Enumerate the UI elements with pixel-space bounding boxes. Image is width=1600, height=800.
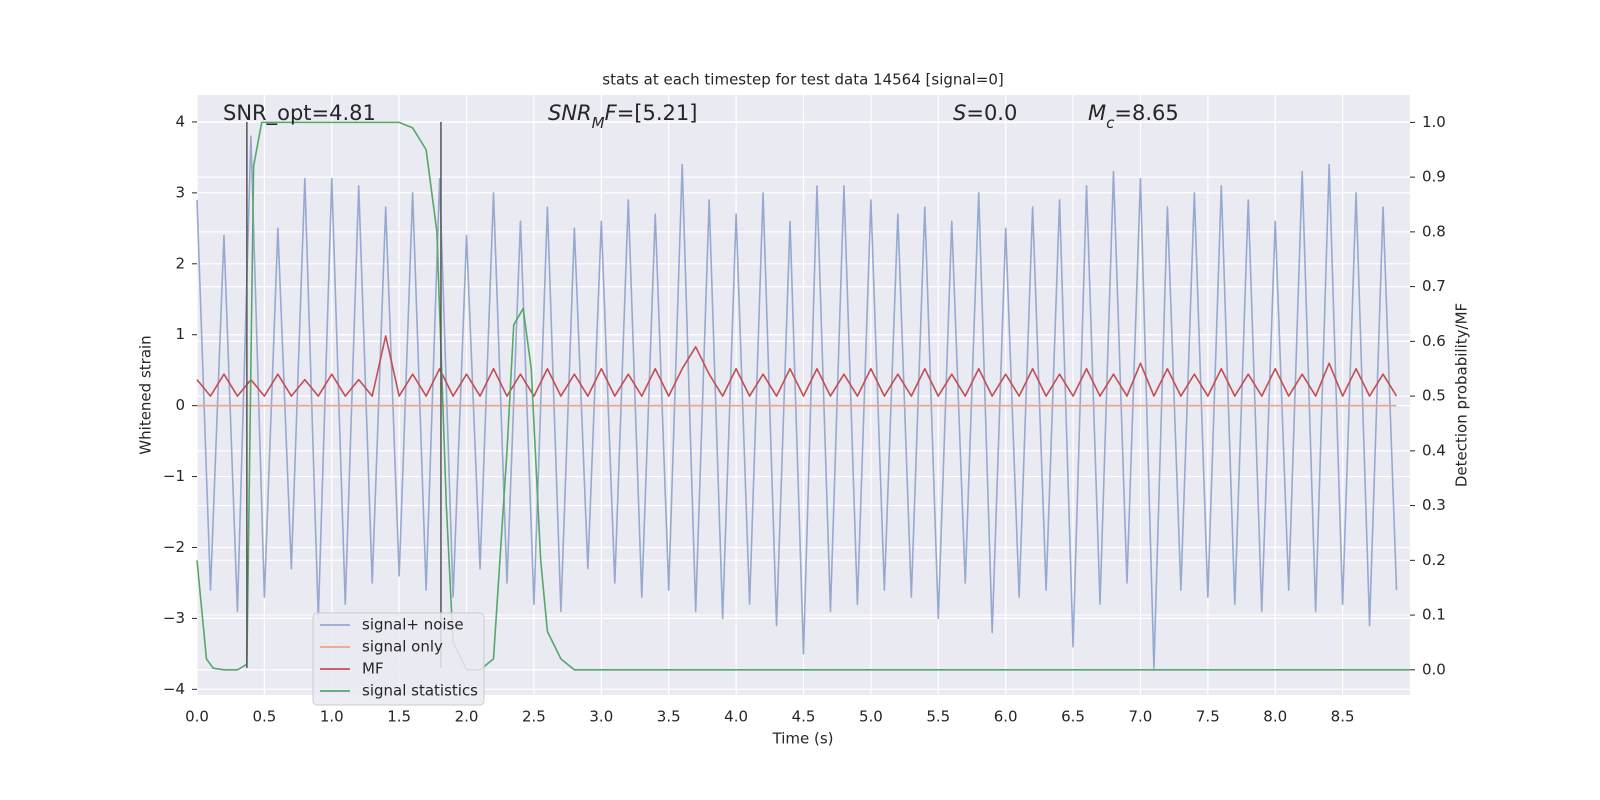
x-tick-label: 7.0 bbox=[1129, 708, 1153, 726]
x-tick-label: 1.0 bbox=[320, 708, 344, 726]
series-line bbox=[196, 335, 1398, 397]
y-tick-label: 0 bbox=[175, 396, 185, 414]
y2-tick-label: 1.0 bbox=[1422, 113, 1446, 131]
annotation: Mc=8.65 bbox=[1088, 101, 1179, 132]
y-tick-label: −4 bbox=[163, 680, 185, 698]
legend-label: MF bbox=[362, 660, 384, 678]
x-tick-label: 0.0 bbox=[185, 708, 209, 726]
annotation-part: M bbox=[1088, 101, 1106, 125]
annotation-part: =0.0 bbox=[966, 101, 1017, 125]
annotation-part: M bbox=[592, 114, 605, 132]
x-tick-label: 8.0 bbox=[1263, 708, 1287, 726]
y-tick-label: −1 bbox=[163, 467, 185, 485]
y2-tick-label: 0.3 bbox=[1422, 496, 1446, 514]
annotation-part: =[5.21] bbox=[617, 101, 698, 125]
y-tick-label: −3 bbox=[163, 609, 185, 627]
y-tick-label: −2 bbox=[163, 538, 185, 556]
x-tick-label: 1.5 bbox=[387, 708, 411, 726]
x-tick-label: 5.0 bbox=[859, 708, 883, 726]
x-tick-label: 2.5 bbox=[522, 708, 546, 726]
y2-axis-label: Detection probability/MF bbox=[1453, 303, 1471, 487]
annotation: SNR_opt=4.81 bbox=[223, 101, 376, 126]
y2-tick-label: 0.7 bbox=[1422, 277, 1446, 295]
y2-tick-label: 0.5 bbox=[1422, 387, 1446, 405]
annotation-part: SNR bbox=[548, 101, 592, 125]
y-tick-label: 4 bbox=[175, 112, 185, 130]
x-tick-label: 8.5 bbox=[1331, 708, 1355, 726]
legend-label: signal statistics bbox=[362, 682, 478, 700]
x-tick-label: 4.0 bbox=[724, 708, 748, 726]
x-tick-label: 6.5 bbox=[1061, 708, 1085, 726]
x-tick-label: 3.0 bbox=[589, 708, 613, 726]
x-tick-label: 5.5 bbox=[926, 708, 950, 726]
annotation-part: S bbox=[953, 101, 966, 125]
chart-title: stats at each timestep for test data 145… bbox=[602, 71, 1003, 89]
legend-label: signal only bbox=[362, 638, 443, 656]
y2-tick-label: 0.6 bbox=[1422, 332, 1446, 350]
annotation-part: SNR_opt=4.81 bbox=[223, 101, 376, 126]
x-tick-label: 6.0 bbox=[994, 708, 1018, 726]
y2-tick-label: 0.9 bbox=[1422, 168, 1446, 186]
legend-label: signal+ noise bbox=[362, 616, 464, 634]
annotation: S=0.0 bbox=[953, 101, 1017, 125]
y2-tick-label: 0.8 bbox=[1422, 222, 1446, 240]
x-axis-label: Time (s) bbox=[772, 730, 834, 748]
y2-tick-label: 0.0 bbox=[1422, 660, 1446, 678]
annotation-part: F bbox=[605, 101, 618, 125]
x-tick-label: 3.5 bbox=[657, 708, 681, 726]
x-tick-label: 2.0 bbox=[455, 708, 479, 726]
y2-tick-label: 0.1 bbox=[1422, 606, 1446, 624]
x-tick-label: 0.5 bbox=[252, 708, 276, 726]
y-tick-label: 3 bbox=[175, 183, 185, 201]
x-tick-label: 4.5 bbox=[792, 708, 816, 726]
y2-tick-label: 0.2 bbox=[1422, 551, 1446, 569]
annotation: SNRMF=[5.21] bbox=[548, 101, 697, 132]
y-tick-label: 1 bbox=[175, 325, 185, 343]
x-tick-label: 7.5 bbox=[1196, 708, 1220, 726]
annotation-part: c bbox=[1106, 114, 1115, 132]
series-line bbox=[196, 121, 1410, 671]
y2-tick-label: 0.4 bbox=[1422, 441, 1446, 459]
series-line bbox=[196, 135, 1398, 669]
y-axis-label: Whitened strain bbox=[137, 335, 155, 454]
y-tick-label: 2 bbox=[175, 254, 185, 272]
annotation-part: =8.65 bbox=[1114, 101, 1178, 125]
legend-box bbox=[312, 612, 485, 706]
